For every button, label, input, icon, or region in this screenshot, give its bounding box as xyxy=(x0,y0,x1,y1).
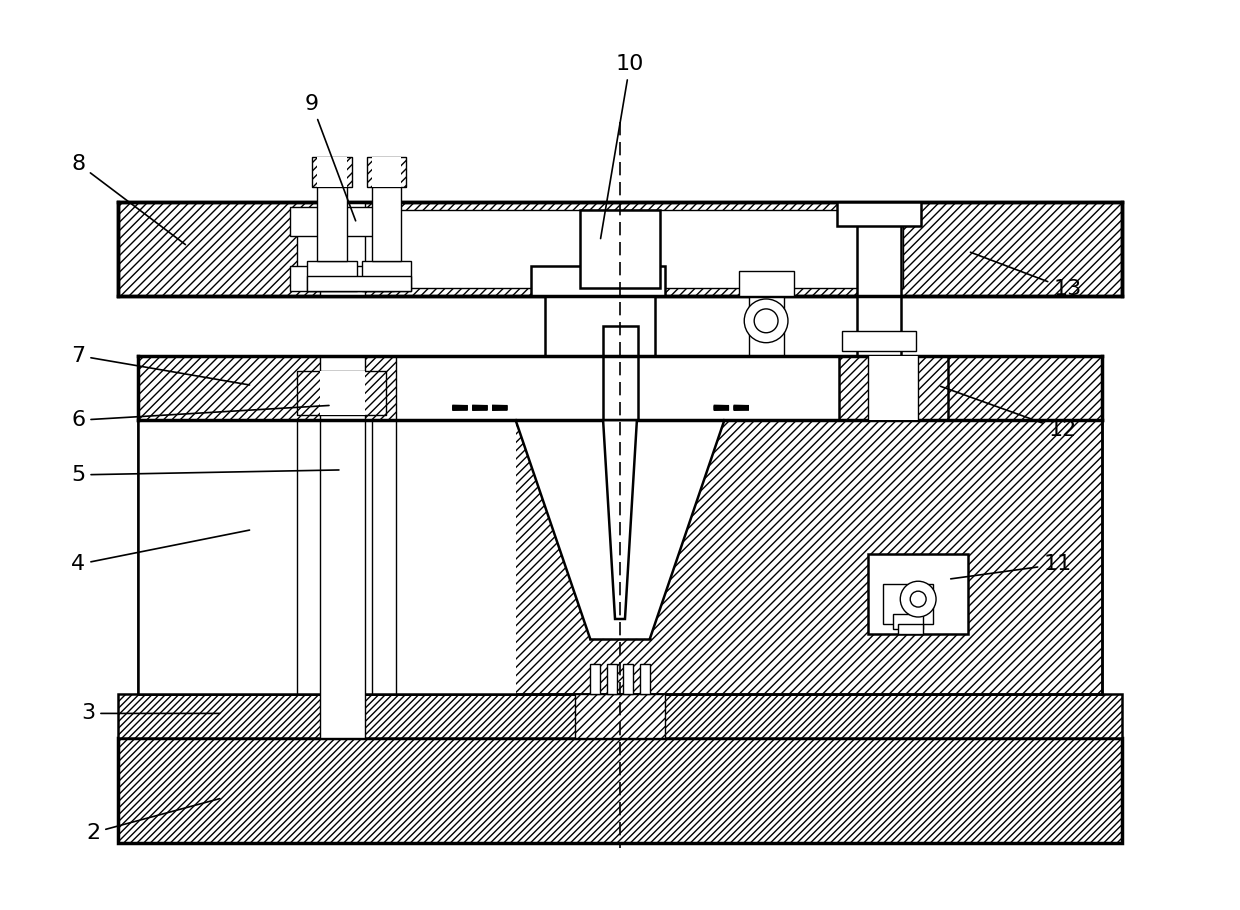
Text: 5: 5 xyxy=(71,465,339,485)
Bar xyxy=(837,201,921,227)
Circle shape xyxy=(744,299,787,343)
Bar xyxy=(838,356,949,420)
Bar xyxy=(138,420,516,693)
Circle shape xyxy=(910,592,926,607)
Bar xyxy=(842,330,916,350)
Text: 8: 8 xyxy=(71,154,186,245)
Bar xyxy=(640,663,650,693)
Bar xyxy=(138,420,1102,693)
Bar xyxy=(317,172,347,261)
Bar xyxy=(312,157,352,187)
Bar xyxy=(367,157,407,187)
Text: 12: 12 xyxy=(941,387,1076,440)
Bar xyxy=(118,738,1122,843)
Bar xyxy=(138,356,1102,420)
Text: 13: 13 xyxy=(971,252,1081,299)
Bar xyxy=(317,157,347,187)
Bar xyxy=(531,266,665,296)
Text: 7: 7 xyxy=(71,346,249,385)
Bar xyxy=(838,356,949,420)
Bar xyxy=(118,693,1122,738)
Bar xyxy=(580,209,660,288)
Circle shape xyxy=(900,581,936,617)
Bar xyxy=(868,554,968,634)
Text: 11: 11 xyxy=(951,554,1071,579)
Bar xyxy=(298,370,387,415)
Bar xyxy=(362,261,412,291)
Bar xyxy=(118,693,1122,738)
Bar xyxy=(308,276,412,291)
Bar xyxy=(308,261,357,291)
Bar xyxy=(138,420,1102,693)
Bar xyxy=(372,157,402,187)
Bar xyxy=(546,296,655,356)
Bar xyxy=(312,157,352,187)
Bar xyxy=(893,614,923,629)
Text: 9: 9 xyxy=(305,94,356,221)
Bar xyxy=(320,370,365,415)
Bar xyxy=(575,693,665,738)
Bar xyxy=(298,370,387,415)
Bar xyxy=(857,201,901,356)
Bar xyxy=(138,356,1102,420)
Bar xyxy=(320,201,365,296)
Bar xyxy=(118,201,1122,296)
Bar xyxy=(749,296,784,356)
Polygon shape xyxy=(516,420,724,639)
Bar xyxy=(622,663,632,693)
Bar xyxy=(372,172,402,261)
Bar xyxy=(290,207,394,237)
Bar xyxy=(608,663,618,693)
Bar xyxy=(138,420,427,693)
Bar xyxy=(883,584,932,624)
Text: 6: 6 xyxy=(71,406,329,430)
Text: 3: 3 xyxy=(81,703,219,723)
Bar xyxy=(290,266,394,291)
Bar xyxy=(739,271,794,296)
Bar xyxy=(603,326,637,420)
Bar xyxy=(298,209,903,288)
Bar xyxy=(560,296,635,356)
Bar xyxy=(590,663,600,693)
Circle shape xyxy=(754,308,777,333)
Bar xyxy=(118,738,1122,843)
Bar xyxy=(138,420,397,693)
Bar xyxy=(298,420,372,693)
Text: 10: 10 xyxy=(600,55,644,238)
Bar xyxy=(118,201,1122,296)
Bar xyxy=(868,356,918,420)
Bar xyxy=(367,157,407,187)
Bar xyxy=(898,624,923,634)
Bar xyxy=(320,356,365,738)
Polygon shape xyxy=(603,420,637,619)
Bar xyxy=(575,693,665,738)
Bar xyxy=(397,356,888,420)
Text: 2: 2 xyxy=(86,799,219,843)
Text: 4: 4 xyxy=(71,531,249,574)
